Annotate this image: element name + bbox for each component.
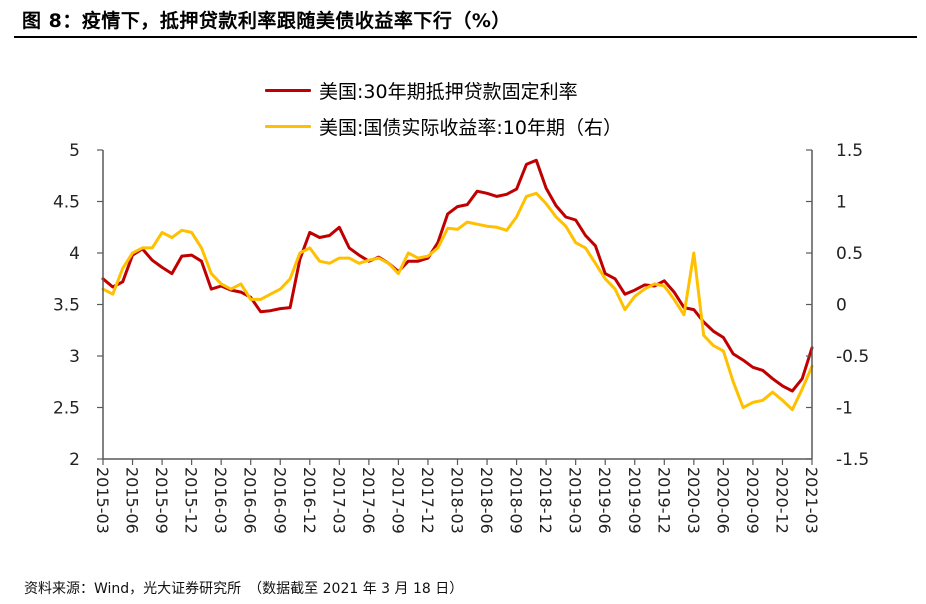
right-y-tick-label: 0 (836, 296, 847, 316)
x-tick-label: 2020-06 (713, 467, 732, 534)
x-tick-label: 2018-12 (536, 467, 555, 534)
series-line-real-yield (101, 191, 814, 412)
x-tick-label: 2019-12 (654, 467, 673, 534)
legend-swatch-real-yield (265, 124, 311, 128)
x-tick-label: 2020-09 (743, 467, 762, 534)
left-y-tick-label: 3.5 (53, 296, 80, 316)
x-tick-label: 2016-12 (300, 467, 319, 534)
left-y-tick-label: 5 (69, 141, 80, 161)
x-tick-label: 2015-12 (182, 467, 201, 534)
x-tick-label: 2016-03 (211, 467, 230, 534)
x-tick-label: 2018-06 (477, 467, 496, 534)
right-y-tick-label: 1 (836, 193, 847, 213)
chart-legend: 美国:30年期抵押贷款固定利率 美国:国债实际收益率:10年期（右） (265, 72, 622, 144)
right-y-tick-label: -1.5 (836, 450, 869, 470)
legend-swatch-mortgage (265, 88, 311, 92)
right-y-tick-label: 0.5 (836, 244, 863, 264)
left-y-tick-label: 2 (69, 450, 80, 470)
x-tick-label: 2021-03 (802, 467, 821, 534)
x-tick-label: 2017-06 (359, 467, 378, 534)
right-y-tick-label: -1 (836, 399, 853, 419)
source-note: 资料来源：Wind，光大证券研究所 （数据截至 2021 年 3 月 18 日） (24, 581, 464, 597)
right-y-tick-label: -0.5 (836, 347, 869, 367)
left-y-tick-label: 3 (69, 347, 80, 367)
x-tick-label: 2016-06 (241, 467, 260, 534)
x-tick-label: 2019-06 (595, 467, 614, 534)
x-tick-label: 2018-03 (448, 467, 467, 534)
legend-label-mortgage: 美国:30年期抵押贷款固定利率 (319, 80, 578, 103)
x-tick-label: 2019-03 (566, 467, 585, 534)
legend-item-mortgage: 美国:30年期抵押贷款固定利率 (265, 72, 622, 108)
x-tick-label: 2015-06 (123, 467, 142, 534)
series-line-mortgage-rate (101, 158, 814, 393)
x-tick-label: 2015-09 (152, 467, 171, 534)
x-tick-label: 2016-09 (270, 467, 289, 534)
x-tick-label: 2015-03 (93, 467, 112, 534)
right-y-tick-label: 1.5 (836, 141, 863, 161)
legend-item-real-yield: 美国:国债实际收益率:10年期（右） (265, 108, 622, 144)
series-layer (101, 158, 814, 412)
x-tick-label: 2017-03 (329, 467, 348, 534)
left-y-tick-label: 4.5 (53, 193, 80, 213)
axes-layer: 5 4.5 4 3.5 3 2.5 2 1.5 1 0.5 0 -0.5 -1 -1.5 2015-03 20… (53, 141, 869, 534)
left-y-tick-label: 4 (69, 244, 80, 264)
x-tick-label: 2020-12 (772, 467, 791, 534)
x-tick-label: 2019-09 (625, 467, 644, 534)
x-tick-label: 2017-09 (388, 467, 407, 534)
x-tick-label: 2017-12 (418, 467, 437, 534)
left-y-tick-label: 2.5 (53, 399, 80, 419)
title-divider (14, 36, 917, 38)
x-tick-label: 2018-09 (507, 467, 526, 534)
figure-title: 图 8：疫情下，抵押贷款利率跟随美债收益率下行（%） (22, 10, 511, 32)
x-tick-label: 2020-03 (684, 467, 703, 534)
legend-label-real-yield: 美国:国债实际收益率:10年期（右） (319, 116, 622, 139)
